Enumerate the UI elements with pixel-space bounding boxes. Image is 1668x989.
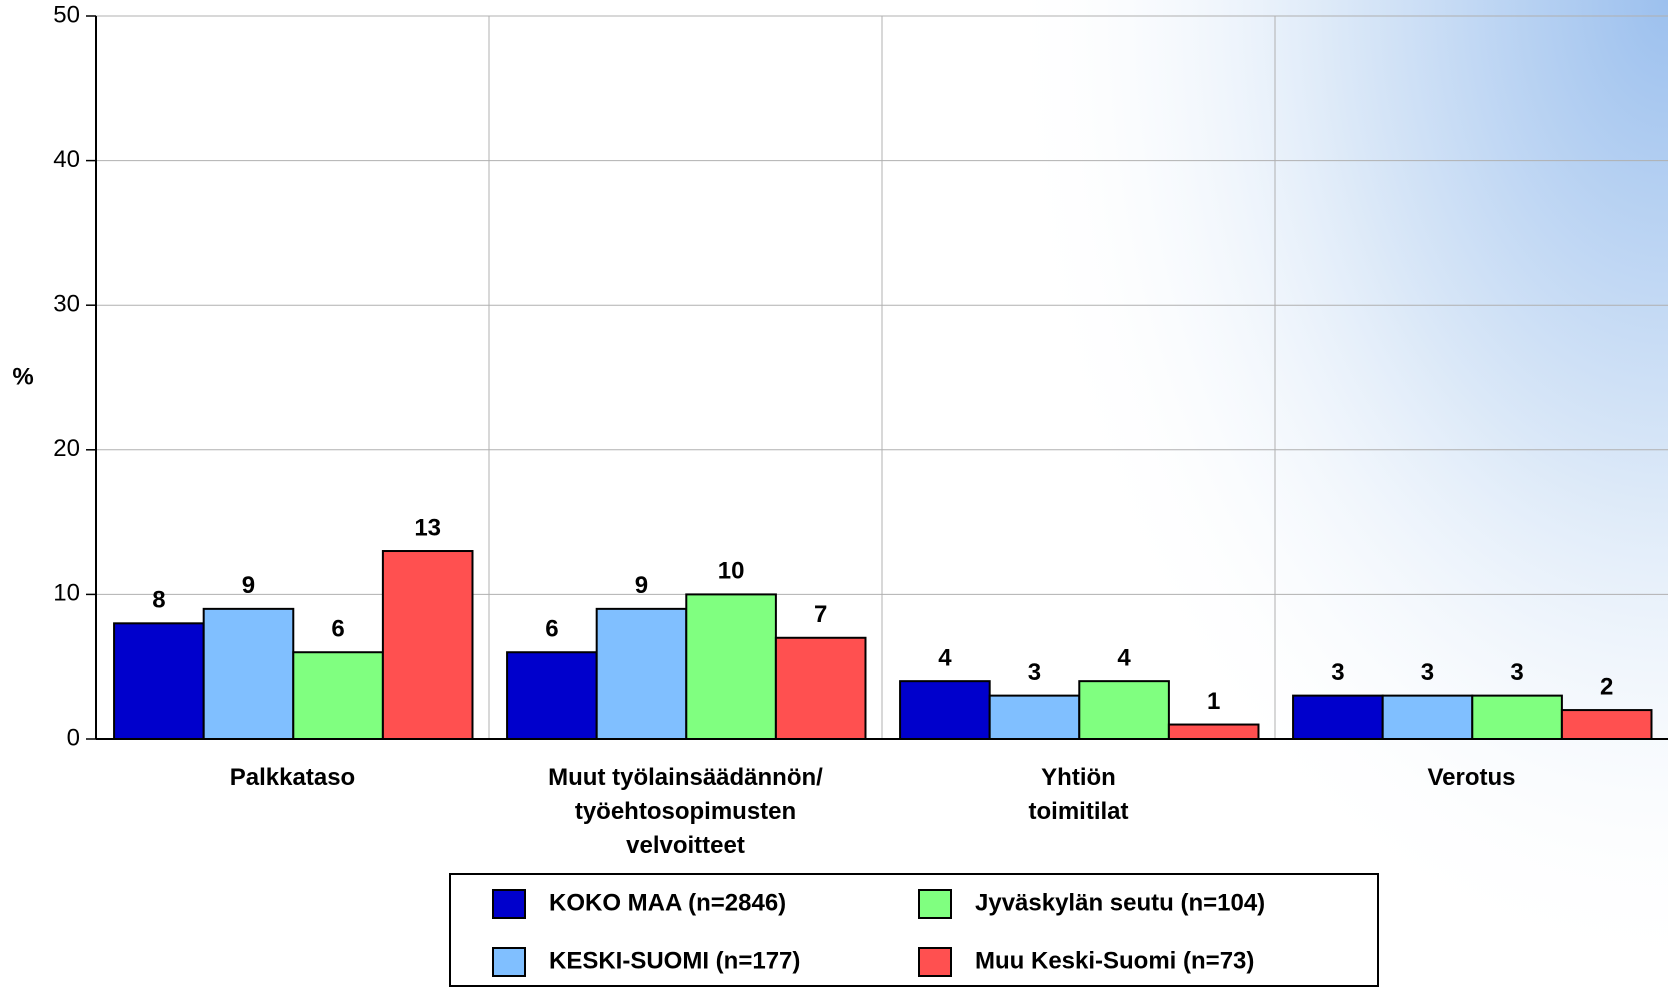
legend-label: Jyväskylän seutu (n=104) (975, 889, 1265, 916)
value-label: 6 (545, 616, 558, 643)
value-label: 7 (814, 601, 827, 628)
bar (1078, 680, 1170, 740)
bar (899, 680, 991, 740)
background-glow (1000, 0, 1668, 989)
value-label: 9 (635, 572, 648, 599)
x-tick-label: Muut työlainsäädännön/työehtosopimusten v… (548, 764, 823, 859)
value-label: 3 (1421, 659, 1434, 686)
bar (506, 651, 598, 740)
x-tick-label: Yhtiön toimitilat (1029, 764, 1129, 825)
value-label: 1 (1207, 688, 1220, 715)
bar (1292, 694, 1384, 740)
bar (292, 651, 384, 740)
value-label: 6 (331, 616, 344, 643)
value-label: 8 (152, 587, 165, 614)
y-tick-label: 0 (67, 724, 80, 751)
bar (1471, 694, 1563, 740)
legend-label: Muu Keski-Suomi (n=73) (975, 947, 1254, 974)
value-label: 3 (1331, 659, 1344, 686)
value-label: 10 (718, 558, 745, 585)
bar (113, 622, 205, 741)
value-label: 4 (1117, 645, 1131, 672)
bar (685, 593, 777, 741)
legend-label: KOKO MAA (n=2846) (549, 889, 786, 916)
bar (202, 607, 295, 740)
bar (1560, 709, 1653, 741)
legend-swatch (492, 889, 526, 919)
y-tick-label: 10 (53, 580, 80, 607)
y-tick-label: 30 (53, 291, 80, 318)
bar (595, 607, 688, 740)
y-axis-label: % (12, 363, 33, 390)
bar (1167, 723, 1260, 740)
bar (381, 550, 474, 741)
value-label: 2 (1600, 673, 1613, 700)
bar (988, 694, 1081, 740)
bar (1381, 694, 1474, 740)
legend-swatch (918, 947, 952, 977)
x-tick-label: Verotus (1427, 764, 1515, 791)
y-tick-label: 50 (53, 1, 80, 28)
value-label: 9 (242, 572, 255, 599)
legend (449, 873, 1379, 987)
legend-label: KESKI-SUOMI (n=177) (549, 947, 800, 974)
value-label: 3 (1510, 659, 1523, 686)
value-label: 13 (414, 514, 441, 541)
bar (774, 636, 867, 741)
x-tick-label: Palkkataso (230, 764, 355, 791)
legend-swatch (492, 947, 526, 977)
y-tick-label: 40 (53, 146, 80, 173)
y-tick-label: 20 (53, 435, 80, 462)
value-label: 3 (1028, 659, 1041, 686)
value-label: 4 (938, 645, 952, 672)
legend-swatch (918, 889, 952, 919)
